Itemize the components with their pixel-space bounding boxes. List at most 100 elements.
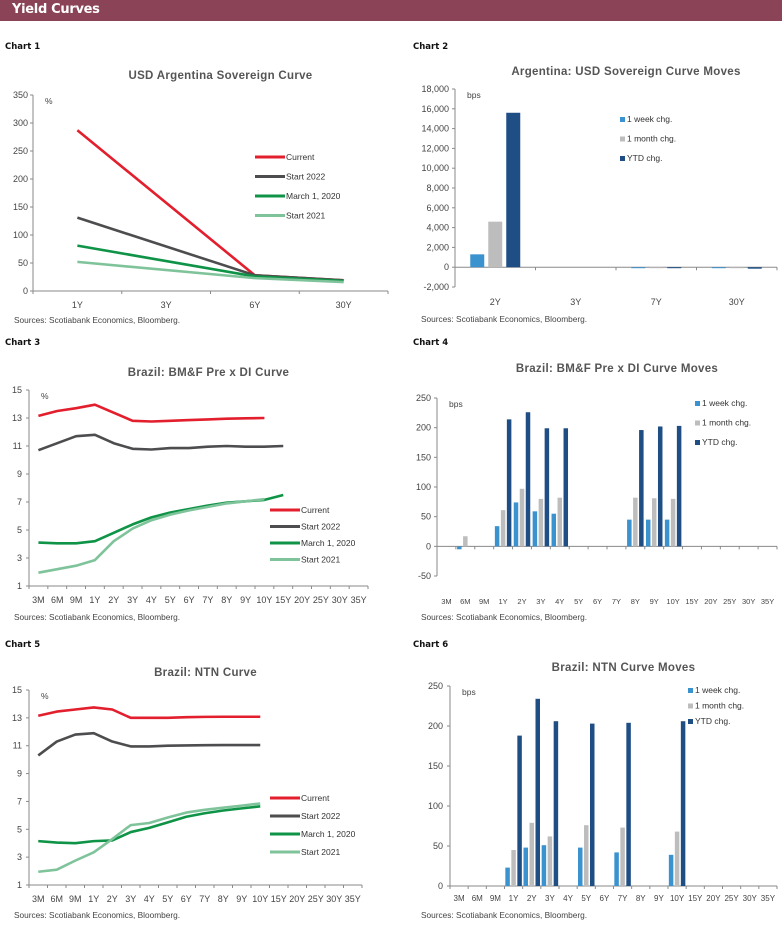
- y-tick-label: 200: [13, 174, 28, 184]
- y-tick-label: -50: [418, 571, 431, 581]
- x-tick-label: 30Y: [326, 894, 342, 904]
- series-line-current: [37, 706, 261, 720]
- legend-swatch: [620, 156, 625, 161]
- x-tick-label: 8Y: [218, 894, 229, 904]
- y-tick-label: 300: [13, 118, 28, 128]
- y-axis-unit: bps: [449, 399, 463, 409]
- x-tick-label: 10Y: [670, 894, 685, 903]
- x-tick-label: 9Y: [654, 894, 664, 903]
- x-tick-label: 6M: [472, 894, 483, 903]
- x-tick-label: 10Y: [256, 595, 272, 605]
- x-tick-label: 25Y: [723, 597, 736, 606]
- chart-title: Brazil: BM&F Pre x DI Curve: [128, 367, 289, 379]
- bar-1-week-chg-3y: [532, 511, 538, 547]
- x-tick-label: 6M: [50, 894, 63, 904]
- x-tick-label: 5Y: [581, 894, 591, 903]
- x-tick-label: 30Y: [729, 297, 745, 307]
- bar-ytd-chg-2y: [535, 698, 540, 886]
- bar-1-month-chg-5y: [584, 825, 589, 886]
- y-tick-label: 13: [12, 713, 22, 723]
- bar-1-week-chg-6m: [457, 546, 462, 550]
- x-tick-label: 9Y: [236, 894, 247, 904]
- x-tick-label: 1Y: [89, 595, 100, 605]
- bar-1-month-chg-7y: [620, 827, 625, 886]
- chart-title: Brazil: NTN Curve: [154, 667, 257, 679]
- x-tick-label: 35Y: [761, 894, 776, 903]
- y-tick-label: 9: [17, 769, 22, 779]
- y-tick-label: 100: [428, 801, 443, 811]
- x-tick-label: 4Y: [563, 894, 573, 903]
- bar-ytd-chg-3y: [544, 428, 550, 547]
- y-axis-unit: %: [41, 691, 49, 701]
- bar-1-month-chg-9y: [651, 498, 657, 547]
- legend-label: 1 week chg.: [702, 398, 747, 408]
- y-tick-label: 14,000: [421, 124, 449, 134]
- y-tick-label: 4,000: [426, 223, 449, 233]
- x-tick-label: 7Y: [202, 595, 213, 605]
- x-tick-label: 1Y: [499, 597, 508, 606]
- x-tick-label: 35Y: [345, 894, 361, 904]
- legend-label: Start 2021: [301, 555, 340, 565]
- x-tick-label: 3Y: [161, 300, 172, 310]
- section-header-bar: Yield Curves: [0, 0, 782, 21]
- x-tick-label: 2Y: [108, 595, 119, 605]
- y-tick-label: 11: [13, 441, 22, 451]
- x-tick-label: 20Y: [706, 894, 721, 903]
- y-tick-label: 3: [17, 553, 22, 563]
- chart-title: USD Argentina Sovereign Curve: [128, 70, 312, 82]
- y-tick-label: 0: [438, 881, 443, 891]
- bar-ytd-chg-1y: [506, 419, 512, 547]
- bar-ytd-chg-7y: [626, 722, 631, 886]
- y-tick-label: 200: [428, 721, 443, 731]
- x-tick-label: 7Y: [612, 597, 621, 606]
- x-tick-label: 8Y: [221, 595, 232, 605]
- y-tick-label: 5: [17, 824, 22, 834]
- series-line-start-2021: [38, 497, 265, 574]
- x-tick-label: 30Y: [743, 894, 758, 903]
- bar-1-month-chg-4y: [557, 497, 563, 547]
- x-tick-label: 20Y: [289, 894, 305, 904]
- legend-label: March 1, 2020: [286, 191, 341, 201]
- x-tick-label: 3Y: [125, 894, 136, 904]
- bar-1-week-chg-10y: [664, 519, 670, 547]
- series-line-start-2022: [37, 731, 261, 757]
- y-tick-label: 100: [13, 230, 28, 240]
- y-tick-label: 18,000: [421, 84, 449, 94]
- y-tick-label: 9: [17, 469, 22, 479]
- x-tick-label: 3M: [32, 894, 45, 904]
- chart-title: Argentina: USD Sovereign Curve Moves: [511, 66, 740, 78]
- y-tick-label: 13: [12, 413, 22, 423]
- bar-1-week-chg-7y: [614, 852, 619, 886]
- y-tick-label: 0: [23, 286, 28, 296]
- bar-ytd-chg-4y: [563, 428, 569, 547]
- bar-ytd-chg-10y: [676, 425, 682, 547]
- x-tick-label: 1Y: [88, 894, 99, 904]
- x-tick-label: 6Y: [249, 300, 260, 310]
- y-axis-unit: %: [45, 96, 53, 106]
- bar-ytd-chg-5y: [590, 723, 595, 886]
- x-tick-label: 9M: [490, 894, 501, 903]
- legend-label: Current: [286, 152, 315, 162]
- y-tick-label: 11: [13, 741, 22, 751]
- bar-1-week-chg-1y: [494, 526, 500, 547]
- x-tick-label: 10Y: [252, 894, 268, 904]
- legend-label: Current: [301, 793, 330, 803]
- x-tick-label: 2Y: [490, 297, 501, 307]
- legend-label: Start 2021: [286, 211, 325, 221]
- y-tick-label: 10,000: [421, 163, 449, 173]
- legend-label: Current: [301, 505, 330, 515]
- series-line-march-1-2020: [77, 244, 344, 283]
- legend-label: Start 2021: [301, 847, 340, 857]
- y-tick-label: 250: [416, 393, 431, 403]
- x-tick-label: 30Y: [742, 597, 755, 606]
- legend-label: March 1, 2020: [301, 538, 356, 548]
- series-line-current: [38, 403, 265, 423]
- y-tick-label: 150: [428, 761, 443, 771]
- x-tick-label: 5Y: [165, 595, 176, 605]
- x-tick-label: 3Y: [570, 297, 581, 307]
- legend-swatch: [688, 719, 693, 724]
- bar-1-month-chg-10y: [674, 831, 680, 886]
- x-tick-label: 7Y: [618, 894, 628, 903]
- bar-1-month-chg-7y: [649, 267, 664, 269]
